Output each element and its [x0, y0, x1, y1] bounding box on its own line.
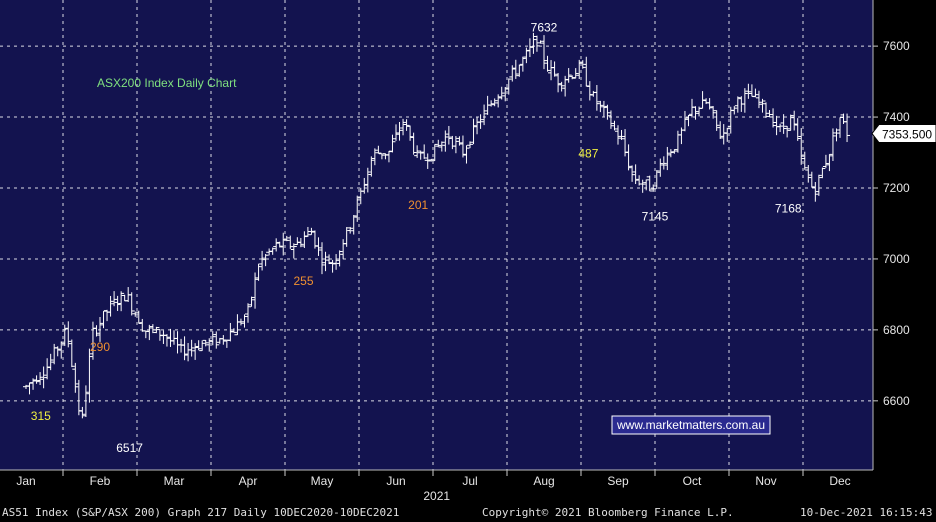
y-tick-label: 6600 — [883, 394, 910, 408]
price-annotation: 6517 — [116, 441, 143, 455]
status-footer: AS51 Index (S&P/ASX 200) Graph 217 Daily… — [0, 504, 936, 522]
x-tick-label: Aug — [533, 474, 554, 488]
price-annotation: 7632 — [531, 21, 558, 35]
chart-title: ASX200 Index Daily Chart — [97, 76, 237, 90]
watermark-url: www.marketmatters.com.au — [616, 418, 765, 432]
footer-copyright: Copyright© 2021 Bloomberg Finance L.P. — [482, 506, 734, 519]
x-tick-label: Nov — [755, 474, 776, 488]
footer-security-info: AS51 Index (S&P/ASX 200) Graph 217 Daily… — [2, 506, 400, 519]
x-tick-label: Jan — [16, 474, 35, 488]
price-annotation: 255 — [293, 274, 313, 288]
y-tick-label: 7600 — [883, 39, 910, 53]
y-tick-label: 7400 — [883, 110, 910, 124]
last-price-label: 7353.500 — [882, 128, 932, 142]
price-annotation: 7145 — [642, 210, 669, 224]
price-annotation: 315 — [31, 409, 51, 423]
x-tick-label: Dec — [829, 474, 850, 488]
price-annotation: 487 — [578, 147, 598, 161]
x-tick-label: Oct — [683, 474, 702, 488]
y-tick-label: 7200 — [883, 181, 910, 195]
price-annotation: 201 — [408, 198, 428, 212]
x-tick-label: Jun — [386, 474, 405, 488]
footer-timestamp: 10-Dec-2021 16:15:43 — [800, 506, 933, 519]
last-price-tag — [871, 124, 936, 144]
y-tick-label: 7000 — [883, 252, 910, 266]
x-tick-label: Apr — [239, 474, 258, 488]
x-tick-label: Mar — [164, 474, 185, 488]
x-tick-label: Feb — [90, 474, 111, 488]
x-year-label: 2021 — [423, 489, 450, 503]
x-tick-label: Sep — [607, 474, 629, 488]
price-annotation: 290 — [90, 340, 110, 354]
x-tick-label: Jul — [462, 474, 477, 488]
x-tick-label: May — [311, 474, 334, 488]
price-chart: 6600 6800 7000 7200 7400 7600 Jan Feb Mar Apr May J… — [0, 0, 936, 504]
price-annotation: 7168 — [775, 202, 802, 216]
plot-area — [0, 0, 873, 470]
watermark-box — [611, 415, 771, 435]
y-tick-label: 6800 — [883, 323, 910, 337]
